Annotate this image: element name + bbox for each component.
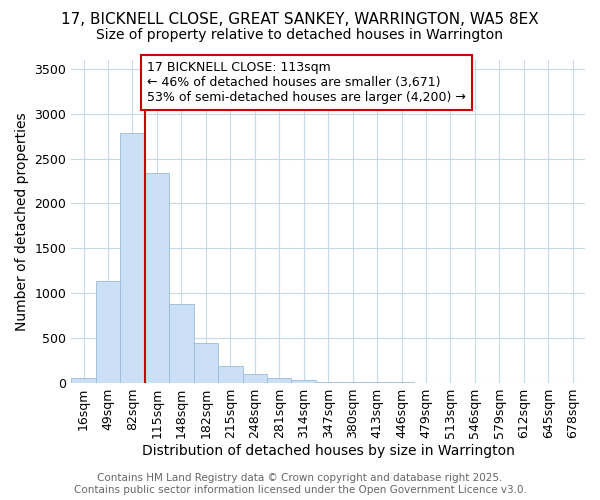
Bar xyxy=(169,304,194,382)
Bar xyxy=(218,366,242,382)
Bar xyxy=(145,173,169,382)
Text: 17 BICKNELL CLOSE: 113sqm
← 46% of detached houses are smaller (3,671)
53% of se: 17 BICKNELL CLOSE: 113sqm ← 46% of detac… xyxy=(147,61,466,104)
Text: Size of property relative to detached houses in Warrington: Size of property relative to detached ho… xyxy=(97,28,503,42)
Bar xyxy=(120,134,145,382)
Bar xyxy=(242,374,267,382)
Bar xyxy=(194,343,218,382)
Bar xyxy=(71,378,96,382)
Text: Contains HM Land Registry data © Crown copyright and database right 2025.
Contai: Contains HM Land Registry data © Crown c… xyxy=(74,474,526,495)
Bar xyxy=(267,378,292,382)
X-axis label: Distribution of detached houses by size in Warrington: Distribution of detached houses by size … xyxy=(142,444,515,458)
Text: 17, BICKNELL CLOSE, GREAT SANKEY, WARRINGTON, WA5 8EX: 17, BICKNELL CLOSE, GREAT SANKEY, WARRIN… xyxy=(61,12,539,28)
Y-axis label: Number of detached properties: Number of detached properties xyxy=(15,112,29,330)
Bar xyxy=(292,380,316,382)
Bar xyxy=(96,282,120,382)
